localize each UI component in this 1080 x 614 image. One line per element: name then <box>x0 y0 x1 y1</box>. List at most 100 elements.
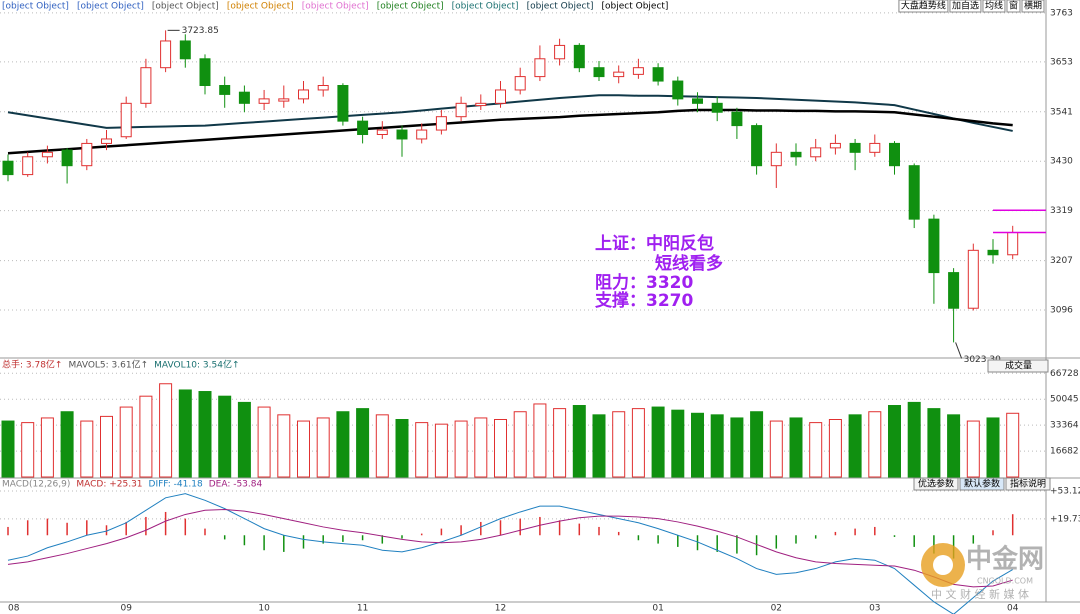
candle-body <box>514 76 526 91</box>
annotation: 阻力：3320 <box>595 272 693 293</box>
volume-bar <box>868 411 882 478</box>
candle-body <box>534 58 546 78</box>
volume-bar <box>710 414 724 478</box>
volume-bar <box>159 383 173 478</box>
volume-bar <box>218 395 232 478</box>
macd-button[interactable]: 默认参数 <box>964 478 1000 490</box>
candle-body <box>238 91 250 104</box>
volume-bar <box>888 405 901 478</box>
toolbar-button[interactable]: 均线 <box>985 0 1003 12</box>
y-tick-label: +53.12 <box>1050 487 1080 497</box>
volume-bar <box>553 408 567 478</box>
x-tick-label: 08 <box>8 604 20 614</box>
candle-body <box>22 156 34 176</box>
volume-bar <box>21 422 35 478</box>
volume-bar <box>750 411 764 478</box>
candle-body <box>160 40 172 69</box>
macd-header: DIFF: -41.18 <box>149 480 203 490</box>
volume-bar <box>730 417 744 478</box>
candle-body <box>337 85 349 122</box>
legend-item: [object Object] <box>302 2 369 12</box>
annotation: 短线看多 <box>655 253 723 274</box>
candle-body <box>554 44 566 60</box>
button-frame[interactable] <box>982 0 1006 13</box>
watermark-name: 中金网 <box>966 544 1044 575</box>
volume-bar <box>277 414 291 478</box>
legend-item: [object Object] <box>527 2 594 12</box>
volume-bar <box>60 411 74 478</box>
macd-button[interactable]: 优选参数 <box>918 478 954 490</box>
watermark-site: CNGOLD.COM <box>977 577 1033 586</box>
volume-bar <box>947 414 961 478</box>
y-tick-label: 3430 <box>1050 157 1073 167</box>
volume-bar <box>809 422 823 478</box>
candle-body <box>376 129 388 136</box>
y-tick-label: 3763 <box>1050 8 1073 18</box>
volume-bar <box>671 409 685 478</box>
legend-item: [object Object] <box>2 2 69 12</box>
candle-body <box>298 89 309 100</box>
candle-body <box>81 142 93 167</box>
candle-body <box>357 120 369 136</box>
candle-body <box>416 129 428 140</box>
volume-bar <box>651 406 665 478</box>
candle-body <box>317 85 329 91</box>
volume-bar <box>513 411 527 478</box>
volume-bar <box>100 415 113 478</box>
volume-selector[interactable]: 成交量 <box>1005 360 1032 372</box>
x-tick-label: 04 <box>1007 604 1019 614</box>
y-tick-label: 3541 <box>1050 107 1073 117</box>
volume-bar <box>927 408 941 478</box>
volume-bar <box>297 420 310 478</box>
button-frame[interactable] <box>913 477 959 491</box>
button-frame[interactable] <box>1005 477 1051 491</box>
volume-bar <box>1006 412 1020 478</box>
button-frame[interactable] <box>959 477 1005 491</box>
y-tick-label: 66728 <box>1050 369 1079 379</box>
macd-header: DEA: -53.84 <box>209 480 263 490</box>
candle-body <box>711 102 723 113</box>
volume-bar <box>395 419 409 478</box>
toolbar-button[interactable]: 横期 <box>1024 0 1042 12</box>
candle-body <box>810 147 822 158</box>
candle-body <box>829 142 841 149</box>
candle-body <box>987 249 999 256</box>
candle-body <box>731 111 743 127</box>
toolbar-button[interactable]: 加自选 <box>952 0 979 12</box>
candle-body <box>179 40 191 60</box>
volume-bar <box>828 419 842 478</box>
selector-frame[interactable] <box>987 359 1049 373</box>
toolbar-button[interactable]: 大盘趋势线 <box>901 0 946 12</box>
watermark-logo <box>933 555 953 575</box>
toolbar-button[interactable]: 窗 <box>1009 0 1018 12</box>
x-tick-label: 03 <box>869 604 880 614</box>
moving-average <box>7 94 1013 132</box>
x-tick-label: 12 <box>495 604 506 614</box>
annotation: 支撑：3270 <box>595 290 693 311</box>
legend-item: [object Object] <box>77 2 144 12</box>
candle-body <box>593 67 605 78</box>
volume-header: MAVOL5: 3.61亿↑ <box>68 359 148 371</box>
volume-bar <box>592 414 606 478</box>
macd-button[interactable]: 指标说明 <box>1010 478 1046 490</box>
candle-body <box>41 151 53 158</box>
volume-bar <box>907 401 921 478</box>
candle-body <box>120 102 132 138</box>
x-tick-label: 10 <box>258 604 270 614</box>
low-pointer <box>955 342 963 359</box>
button-frame[interactable] <box>1021 0 1045 13</box>
candle-body <box>849 142 861 153</box>
button-frame[interactable] <box>949 0 982 13</box>
volume-bar <box>691 412 704 478</box>
candle-body <box>790 151 802 158</box>
button-frame[interactable] <box>898 0 949 13</box>
x-tick-label: 02 <box>771 604 782 614</box>
volume-bar <box>474 417 488 478</box>
candle-body <box>199 58 211 87</box>
button-frame[interactable] <box>1006 0 1021 13</box>
candle-body <box>140 67 152 104</box>
annotation: 上证：中阳反包 <box>595 233 714 254</box>
y-tick-label: 16682 <box>1050 447 1079 457</box>
candle-body <box>948 272 960 309</box>
